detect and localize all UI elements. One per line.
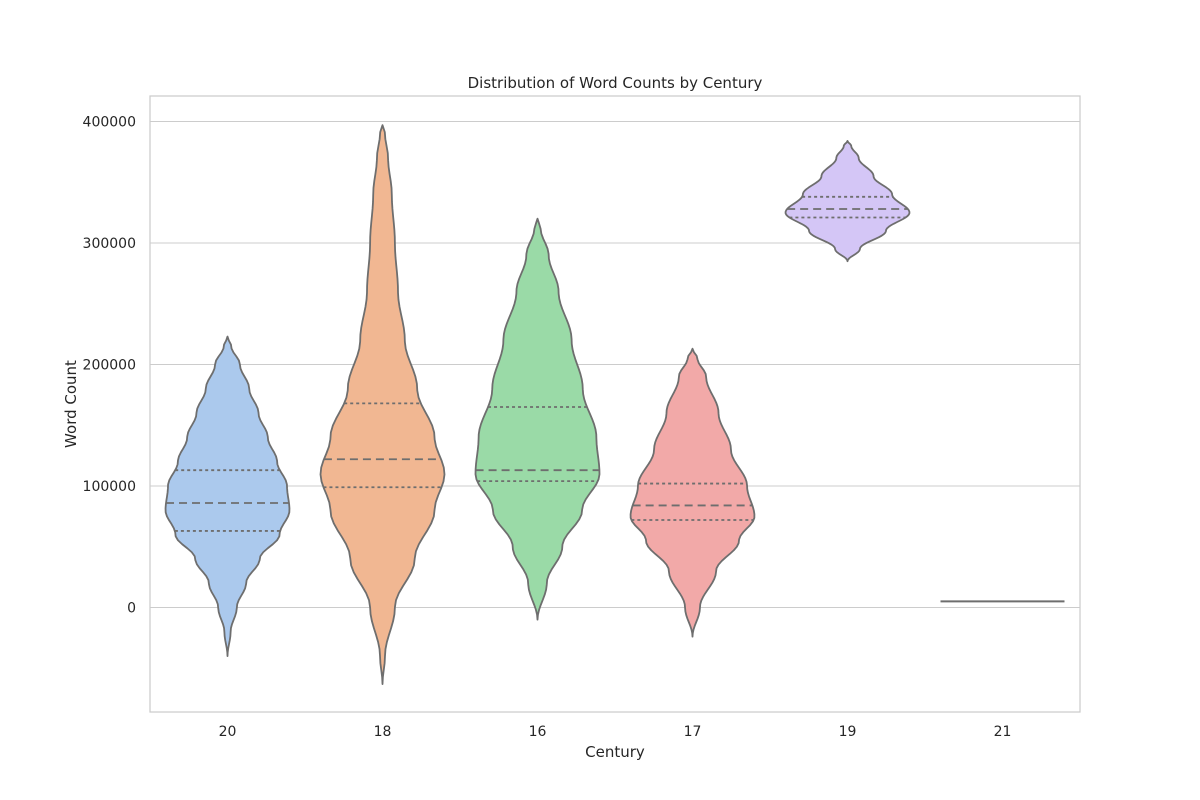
y-tick-label: 200000: [83, 358, 136, 374]
plot-frame: [149, 95, 1081, 713]
x-tick-labels: 20 18 16 17 19 21: [219, 724, 1012, 740]
violins: [164, 124, 1065, 685]
y-axis-label: Word Count: [62, 360, 80, 448]
x-tick-label: 20: [219, 724, 237, 740]
violin-body: [629, 347, 756, 638]
y-tick-label: 400000: [83, 115, 136, 131]
y-tick-label: 100000: [83, 479, 136, 495]
violin-body: [474, 217, 601, 621]
chart-title: Distribution of Word Counts by Century: [468, 74, 763, 92]
x-tick-label: 16: [529, 724, 547, 740]
violin-18: [319, 124, 446, 685]
violin-body: [164, 335, 291, 657]
x-tick-label: 21: [994, 724, 1012, 740]
y-tick-label: 300000: [83, 236, 136, 252]
violin-body: [784, 140, 911, 263]
x-axis-label: Century: [585, 743, 645, 761]
violin-16: [474, 217, 601, 621]
x-tick-label: 17: [684, 724, 702, 740]
y-tick-labels: 0 100000 200000 300000 400000: [83, 115, 136, 617]
violin-20: [164, 335, 291, 657]
x-tick-label: 19: [839, 724, 857, 740]
violin-17: [629, 347, 756, 638]
violin-19: [784, 140, 911, 263]
x-tick-label: 18: [374, 724, 392, 740]
y-tick-label: 0: [127, 601, 136, 617]
violin-body: [319, 124, 446, 685]
grid-lines: [150, 120, 1080, 609]
